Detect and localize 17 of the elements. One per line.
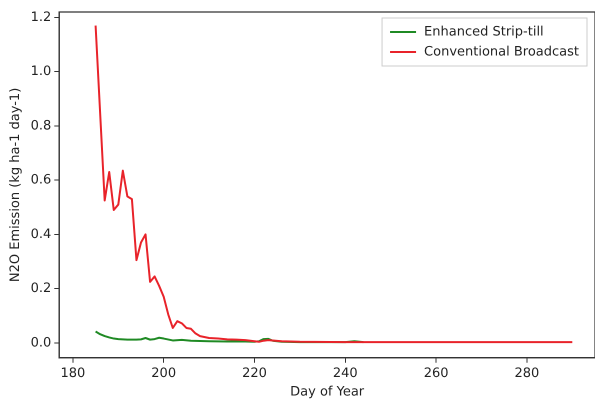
y-tick-label: 0.2 [30, 281, 52, 296]
y-tick-label: 0.0 [30, 335, 52, 350]
x-tick-label: 240 [332, 366, 358, 381]
x-tick-label: 260 [424, 366, 449, 381]
y-axis-title: N2O Emission (kg ha-1 day-1) [8, 88, 24, 282]
y-tick-label: 1.2 [30, 10, 52, 25]
y-tick-label: 1.0 [30, 64, 52, 80]
x-tick-label: 280 [514, 366, 540, 381]
x-axis-title: Day of Year [290, 384, 365, 400]
x-tick-label: 200 [151, 366, 176, 381]
y-tick-label: 0.6 [30, 172, 52, 188]
y-tick-label: 0.4 [30, 226, 52, 242]
x-tick-label: 220 [242, 366, 267, 381]
x-tick-label: 180 [60, 366, 86, 381]
legend-label: Conventional Broadcast [424, 44, 580, 60]
legend-label: Enhanced Strip-till [424, 24, 544, 40]
y-tick-label: 0.8 [30, 118, 52, 134]
